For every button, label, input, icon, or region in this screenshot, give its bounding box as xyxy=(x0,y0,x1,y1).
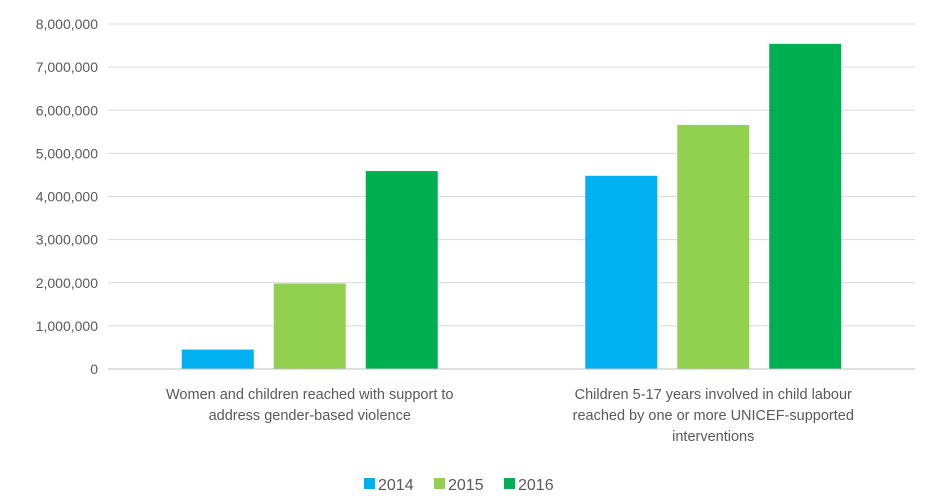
bar-2014-cat2 xyxy=(585,175,658,369)
bars xyxy=(181,43,842,370)
y-tick-label: 4,000,000 xyxy=(36,189,98,205)
y-tick-label: 6,000,000 xyxy=(36,102,98,118)
category-label: reached by one or more UNICEF-supported xyxy=(573,408,854,424)
legend: 2014 2015 2016 xyxy=(364,477,554,494)
y-tick-label: 0 xyxy=(90,361,98,377)
bar-2016-cat1 xyxy=(365,171,438,369)
y-tick-label: 7,000,000 xyxy=(36,59,98,75)
y-tick-label: 1,000,000 xyxy=(36,318,98,334)
category-label: address gender-based violence xyxy=(209,408,411,424)
legend-swatch-2016 xyxy=(504,478,515,489)
bar-2015-cat1 xyxy=(273,283,346,369)
y-tick-label: 5,000,000 xyxy=(36,145,98,161)
bar-2014-cat1 xyxy=(181,349,254,369)
category-labels: Women and children reached with support … xyxy=(166,387,854,445)
gridlines xyxy=(108,23,915,327)
y-tick-label: 2,000,000 xyxy=(36,275,98,291)
legend-label-2015: 2015 xyxy=(448,477,484,494)
category-label: Women and children reached with support … xyxy=(166,387,453,403)
legend-swatch-2014 xyxy=(364,478,375,489)
category-label: interventions xyxy=(672,429,754,445)
bar-2015-cat2 xyxy=(677,124,750,369)
y-tick-label: 3,000,000 xyxy=(36,232,98,248)
y-tick-label: 8,000,000 xyxy=(36,16,98,32)
legend-swatch-2015 xyxy=(434,478,445,489)
legend-label-2016: 2016 xyxy=(518,477,554,494)
y-axis-tick-labels: 0 1,000,000 2,000,000 3,000,000 4,000,000 5,0… xyxy=(36,16,99,377)
legend-label-2014: 2014 xyxy=(378,477,414,494)
bar-2016-cat2 xyxy=(769,43,842,370)
category-label: Children 5-17 years involved in child la… xyxy=(575,387,852,403)
